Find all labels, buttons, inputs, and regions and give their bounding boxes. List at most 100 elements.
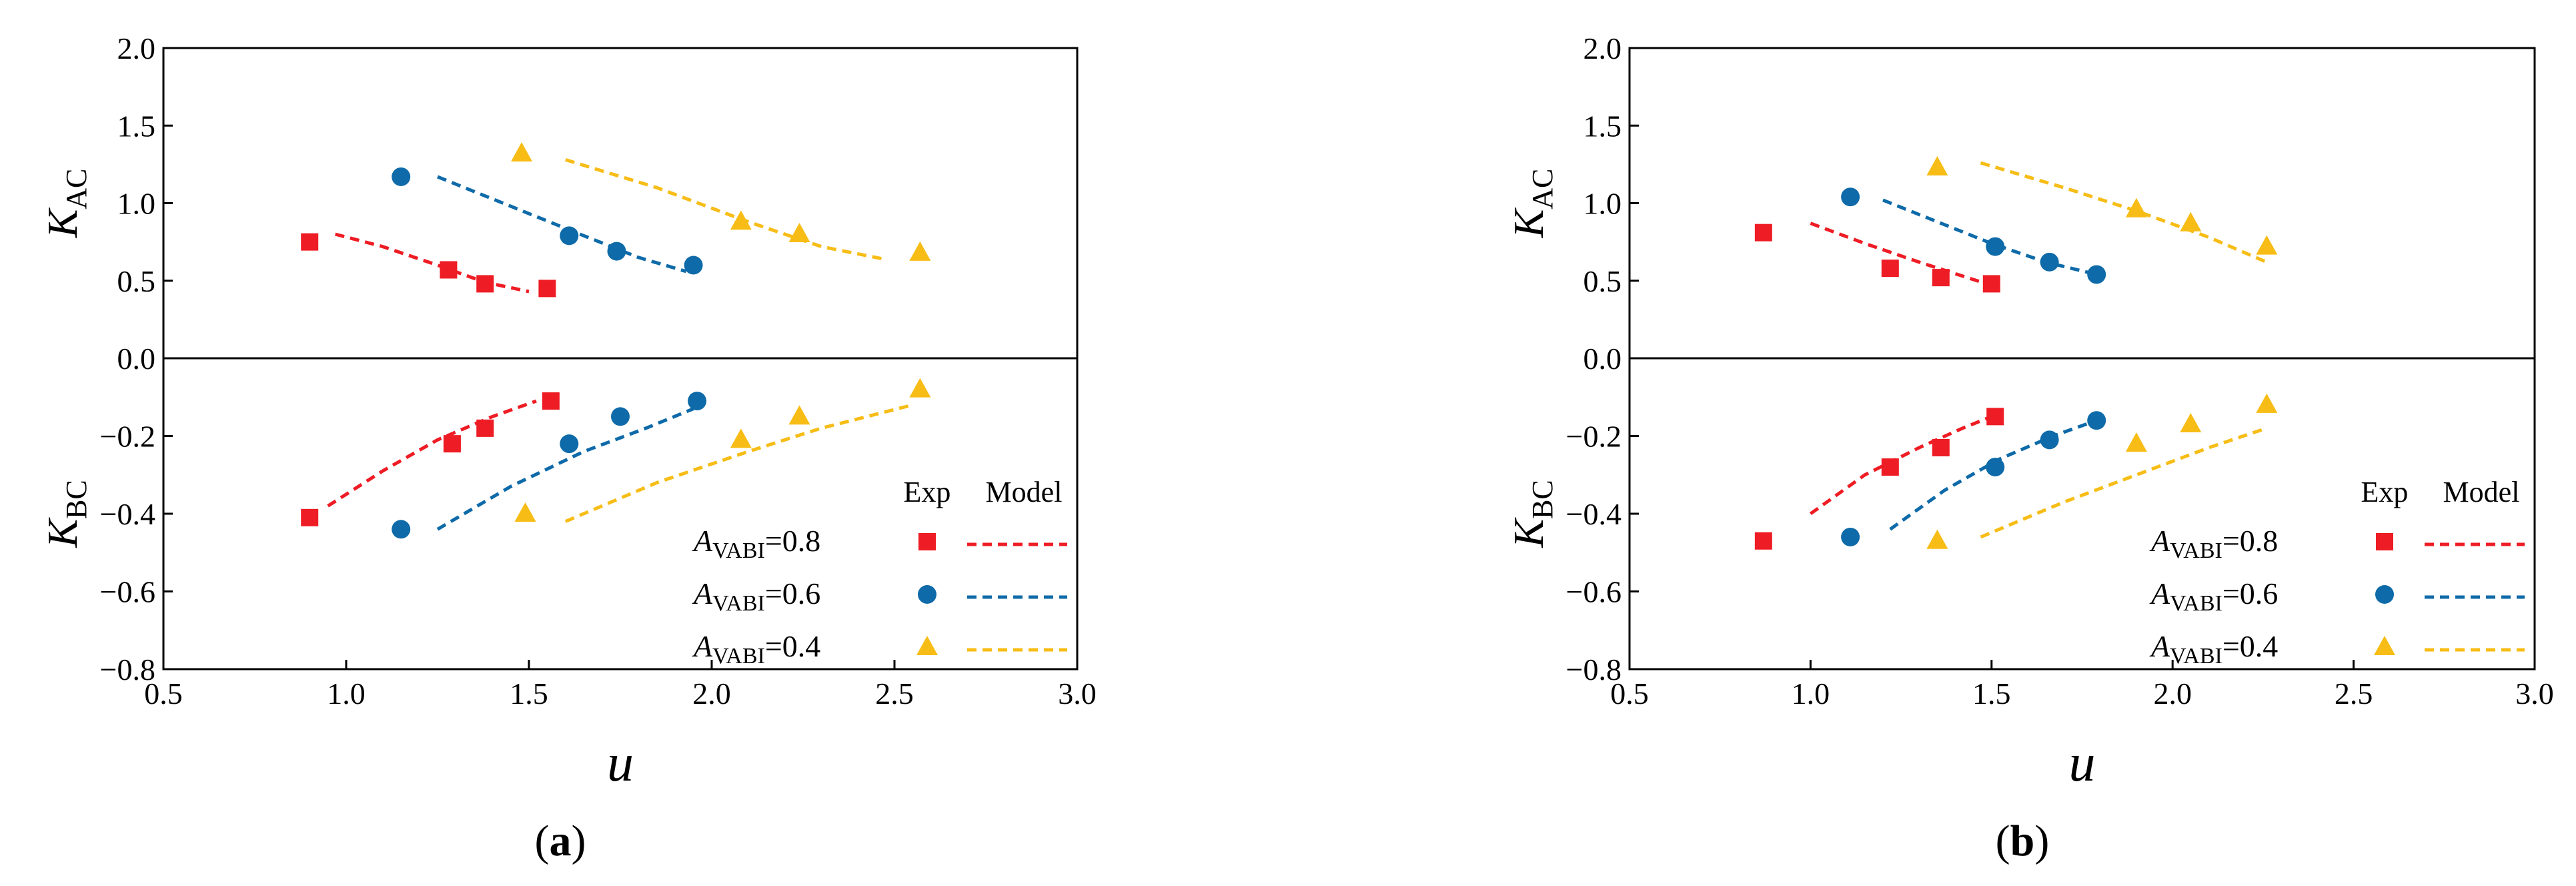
legend-entry-label: AVABI=0.6 <box>692 576 820 616</box>
model-line <box>1889 418 2098 531</box>
y-tick-label: 0.0 <box>117 342 156 376</box>
legend-marker <box>918 585 936 604</box>
exp-point <box>1841 187 1860 207</box>
legend-entry-subscript: VABI <box>712 644 765 669</box>
y-axis-label-subscript: BC <box>1526 480 1559 519</box>
x-tick-label: 2.5 <box>875 677 914 711</box>
exp-point <box>542 392 560 410</box>
model-line <box>1809 415 1992 516</box>
x-axis-label: u <box>2069 734 2096 793</box>
panel-label: (b) <box>1996 817 2050 865</box>
x-tick-label: 2.5 <box>2335 677 2373 711</box>
y-axis-label-subscript: AC <box>60 169 93 209</box>
exp-point <box>2125 432 2147 452</box>
exp-point <box>1881 260 1899 278</box>
y-tick-label: −0.2 <box>1566 420 1622 454</box>
y-tick-label: 1.0 <box>117 187 156 221</box>
exp-point <box>2256 393 2278 413</box>
x-tick-label: 1.0 <box>1792 677 1830 711</box>
legend-entry-subscript: VABI <box>2170 591 2222 616</box>
exp-point <box>392 167 411 186</box>
model-line <box>1980 426 2268 539</box>
exp-point <box>1926 529 1948 549</box>
y-tick-label: −0.2 <box>100 420 155 454</box>
legend-entry-subscript: VABI <box>712 538 765 563</box>
exp-point <box>688 392 707 411</box>
legend-entry-value: =0.4 <box>2222 629 2278 663</box>
legend-entry-symbol: A <box>2149 629 2170 663</box>
legend-entry-subscript: VABI <box>2170 644 2222 669</box>
exp-point <box>730 428 752 448</box>
model-line <box>437 175 687 274</box>
panel-label: (a) <box>535 817 586 865</box>
legend-entry-subscript: VABI <box>2170 538 2222 563</box>
x-tick-label: 2.0 <box>2153 677 2192 711</box>
y-tick-label: 0.0 <box>1583 342 1622 376</box>
y-tick-label: −0.4 <box>100 497 155 531</box>
y-tick-label: 2.0 <box>1583 31 1622 65</box>
x-tick-label: 0.5 <box>144 677 183 711</box>
exp-point <box>443 435 461 453</box>
model-line <box>1980 161 2268 264</box>
legend-entry-label: AVABI=0.4 <box>2149 629 2278 669</box>
exp-point <box>788 223 810 242</box>
exp-point <box>301 508 319 526</box>
legend-entry-symbol: A <box>2149 576 2170 610</box>
panel-a: 0.00.51.01.52.0KAC−0.2−0.4−0.6−0.8KBC0.5… <box>39 31 1097 865</box>
panel-label-letter: b <box>2010 817 2035 865</box>
model-line <box>564 403 914 523</box>
exp-point <box>560 434 579 454</box>
y-axis-label-subscript: BC <box>60 480 93 519</box>
y-tick-label: 1.5 <box>1583 109 1622 143</box>
exp-point <box>684 256 703 275</box>
model-line <box>327 399 537 508</box>
y-tick-label: 0.5 <box>117 264 156 298</box>
exp-point <box>2180 211 2202 232</box>
exp-point <box>909 378 931 398</box>
y-tick-label: −0.4 <box>1566 497 1622 531</box>
panel-label-open: ( <box>535 817 550 865</box>
x-tick-label: 3.0 <box>1058 677 1097 711</box>
legend-entry-value: =0.8 <box>765 524 820 558</box>
legend-header-exp: Exp <box>904 476 951 508</box>
exp-point <box>511 142 533 162</box>
model-line <box>1810 222 1992 288</box>
y-axis-label: KBC <box>1505 480 1559 548</box>
legend-entry-value: =0.6 <box>765 576 820 610</box>
legend-marker <box>918 533 936 550</box>
exp-point <box>538 280 556 298</box>
x-tick-label: 1.5 <box>510 677 548 711</box>
y-axis-label: KAC <box>1505 169 1559 239</box>
exp-point <box>909 241 931 261</box>
y-axis-label: KAC <box>39 169 93 239</box>
y-tick-label: 1.0 <box>1583 187 1622 221</box>
exp-point <box>2256 235 2278 255</box>
legend-entry-label: AVABI=0.8 <box>2149 524 2278 563</box>
y-axis-label: KBC <box>39 480 93 548</box>
legend-marker <box>2376 533 2393 550</box>
y-tick-label: −0.6 <box>100 575 155 609</box>
panel-label-close: ) <box>2034 817 2049 865</box>
y-tick-label: 0.5 <box>1583 264 1622 298</box>
legend-entry-symbol: A <box>2149 524 2170 558</box>
y-axis-label-subscript: AC <box>1526 169 1559 209</box>
panel-label-open: ( <box>1996 817 2010 865</box>
legend-entry-value: =0.6 <box>2222 576 2278 610</box>
legend-entry-value: =0.4 <box>765 629 820 663</box>
exp-point <box>392 520 411 539</box>
exp-point <box>301 233 319 251</box>
legend-entry-value: =0.8 <box>2222 524 2278 558</box>
exp-point <box>611 407 630 426</box>
y-axis-label-symbol: K <box>39 517 86 548</box>
model-line <box>1882 198 2097 276</box>
exp-point <box>788 405 810 425</box>
y-tick-label: 2.0 <box>117 31 156 65</box>
subplot-k-bc: −0.2 −0.4 −0.6 −0.8 KBC <box>39 378 931 687</box>
legend-header-exp: Exp <box>2361 476 2409 508</box>
legend-header-model: Model <box>2443 476 2520 508</box>
model-line <box>334 232 530 294</box>
panel-b: 0.00.51.01.52.0KAC−0.2−0.4−0.6−0.8KBC0.5… <box>1505 31 2554 865</box>
y-axis-label-symbol: K <box>1505 207 1552 238</box>
